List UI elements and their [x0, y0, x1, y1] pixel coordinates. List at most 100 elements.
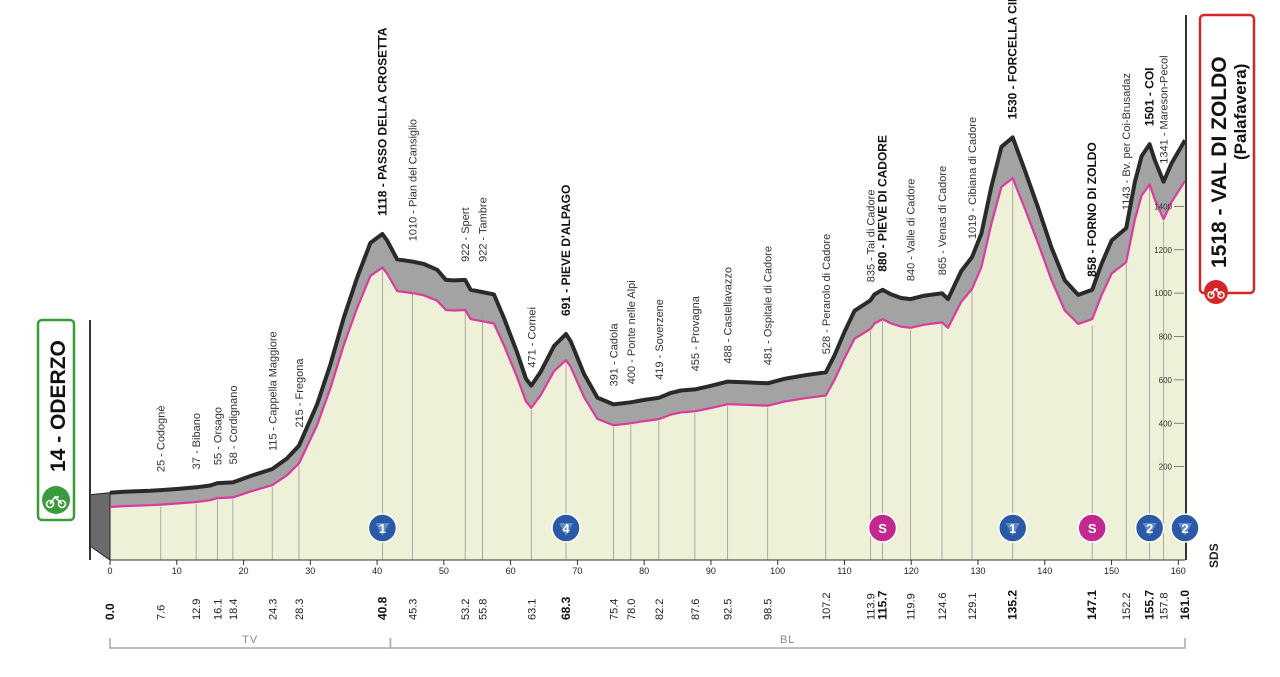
- start-label: 14 - ODERZO: [47, 340, 70, 472]
- classification-badges: 1 4 S 1 S 2 2: [367, 513, 1200, 543]
- waypoint-label: 115 - Cappella Maggiore: [267, 331, 279, 451]
- start-bike-glyph: [45, 495, 67, 509]
- distance-tick-label: 110: [837, 566, 851, 576]
- sds-logo: SDS: [1207, 543, 1221, 568]
- distance-label: 55.8: [478, 599, 490, 620]
- distance-label: 152.2: [1121, 592, 1133, 620]
- distance-label: 113.9: [866, 593, 878, 620]
- waypoint-label: 419 - Soverzene: [654, 299, 666, 380]
- distance-label: 45.3: [407, 599, 419, 620]
- distance-label: 18.4: [228, 599, 240, 620]
- distance-label: 78.0: [626, 599, 638, 620]
- province-label: BL: [780, 634, 795, 646]
- waypoint-label: 1143 - Bv. per Coi-Brusadaz: [1121, 73, 1133, 210]
- distance-label: 135.2: [1006, 590, 1020, 620]
- waypoint-label: 55 - Orsago: [213, 407, 225, 465]
- distance-label: 107.2: [821, 592, 833, 620]
- waypoint-label: 858 - FORNO DI ZOLDO: [1085, 142, 1099, 277]
- road-line-layer: [109, 177, 1186, 509]
- distance-tick-label: 90: [706, 566, 716, 576]
- waypoint-label: 840 - Valle di Cadore: [906, 179, 918, 282]
- distance-label: 92.5: [723, 599, 735, 620]
- altitude-axis: 200 400 600 800 1000 1200 1400: [1154, 202, 1184, 472]
- distance-label: 24.3: [267, 599, 279, 620]
- waypoint-label: 400 - Ponte nelle Alpi: [626, 280, 638, 384]
- waypoint-label: 880 - PIEVE DI CADORE: [876, 135, 890, 272]
- finish-altitude: 1518: [1208, 221, 1231, 268]
- distance-tick-label: 10: [172, 566, 182, 576]
- badge-label: 2: [1181, 521, 1188, 536]
- baseline-layer: [89, 15, 1187, 561]
- waypoint-label: 528 - Perarolo di Cadore: [821, 234, 833, 354]
- waypoint-label: 25 - Codognè: [156, 405, 168, 472]
- badge-label: 2: [1146, 521, 1153, 536]
- finish-box: 1518 - VAL DI ZOLDO (Palafavera): [1198, 13, 1256, 304]
- distance-tick-label: 130: [970, 566, 985, 576]
- distance-label: 124.6: [937, 592, 949, 620]
- sprint-badge: [867, 513, 898, 543]
- distance-label: 63.1: [526, 599, 538, 620]
- distance-tick-label: 30: [305, 566, 315, 576]
- distance-label: 115.7: [876, 590, 890, 620]
- distance-label: 147.1: [1085, 590, 1099, 620]
- waypoint-labels: 25 - Codognè 37 - Bibano 55 - Orsago 58 - C…: [156, 0, 1171, 472]
- altitude-tick-label: 200: [1159, 463, 1173, 472]
- distance-label: 75.4: [608, 599, 620, 620]
- road-line: [109, 177, 1186, 509]
- waypoint-label: 471 - Cornei: [526, 307, 538, 368]
- finish-subname: (Palafavera): [1231, 64, 1250, 160]
- waypoint-label: 1010 - Pian del Cansiglio: [407, 119, 419, 241]
- badge-label: 1: [1009, 521, 1016, 536]
- start-wall: [89, 492, 111, 561]
- distance-tick-label: 100: [770, 566, 785, 576]
- altitude-tick-label: 1400: [1154, 202, 1172, 211]
- waypoint-label: 488 - Castellavazzo: [723, 267, 735, 364]
- waypoint-label: 481 - Ospitale di Cadore: [763, 246, 775, 365]
- ridge-line: [109, 135, 1187, 495]
- distance-label: 161.0: [1178, 590, 1192, 620]
- profile-area: [110, 178, 1185, 560]
- sprint-badge: [1077, 513, 1107, 543]
- distance-labels: 0.0 7.6 12.9 16.1 18.4 24.3 28.3 40.8 45.3 53.2 55…: [103, 590, 1192, 620]
- distance-label: 87.6: [690, 599, 702, 620]
- altitude-tick-label: 1200: [1154, 246, 1172, 255]
- badge-label: 4: [562, 521, 570, 536]
- distance-label: 28.3: [294, 599, 306, 620]
- distance-label: 12.9: [191, 599, 203, 620]
- distance-label: 68.3: [559, 596, 573, 620]
- climb-badge-triangle: [559, 523, 574, 536]
- waypoint-label: 835 - Tai di Cadore: [866, 190, 878, 283]
- waypoint-label: 1530 - FORCELLA CIBIANA: [1006, 0, 1020, 119]
- waypoint-label: 58 - Cordignano: [228, 386, 240, 465]
- distance-tick-label: 120: [904, 566, 919, 576]
- distance-label: 98.5: [763, 599, 775, 620]
- distance-tick-label: 80: [639, 566, 649, 576]
- province-brackets: TV BL: [109, 634, 1186, 649]
- distance-label: 16.1: [213, 599, 225, 620]
- altitude-tick-label: 800: [1159, 333, 1173, 342]
- distance-tick-label: 140: [1037, 566, 1052, 576]
- province-bracket: [389, 638, 1186, 649]
- province-label: TV: [242, 634, 258, 646]
- finish-bike-icon: [1204, 280, 1228, 304]
- start-box: 14 - ODERZO: [36, 318, 76, 522]
- distance-tick-label: 40: [372, 566, 382, 576]
- waypoint-label: 1019 - Cibiana di Cadore: [967, 117, 979, 239]
- distance-label: 7.6: [156, 605, 168, 620]
- start-bike-icon: [42, 486, 70, 514]
- waypoint-label: 1341 - Mareson-Pecol: [1159, 55, 1171, 163]
- waypoint-label: 922 - Spert: [460, 207, 472, 261]
- distance-tick-label: 160: [1171, 566, 1186, 576]
- badge-label: S: [878, 521, 887, 536]
- waypoint-label: 1118 - PASSO DELLA CROSETTA: [375, 27, 389, 216]
- badge-label: 1: [379, 521, 386, 536]
- altitude-tick-label: 600: [1159, 376, 1173, 385]
- distance-label: 40.8: [375, 596, 389, 620]
- climb-badge-triangle: [1005, 523, 1020, 536]
- distance-label: 82.2: [654, 599, 666, 620]
- distance-label: 53.2: [460, 599, 472, 620]
- distance-tick-label: 50: [439, 566, 449, 576]
- climb-badge-triangle: [1178, 523, 1192, 536]
- waypoint-label: 691 - PIEVE D'ALPAGO: [559, 185, 573, 316]
